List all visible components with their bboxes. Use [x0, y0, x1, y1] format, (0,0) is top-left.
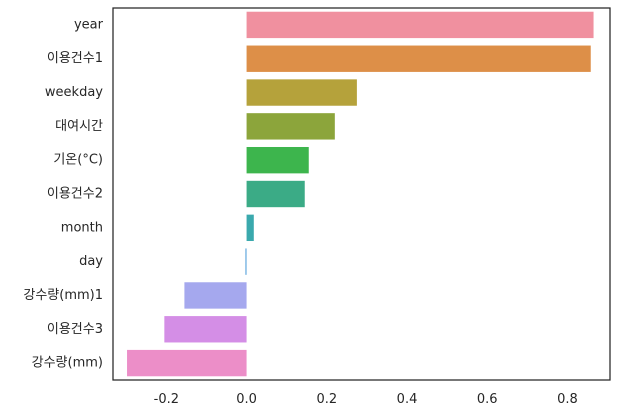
bar	[246, 214, 254, 242]
y-tick-label: 이용건수3	[47, 322, 103, 337]
x-tick-label: 0.8	[557, 392, 578, 407]
y-tick-label: year	[74, 17, 104, 32]
bar	[246, 146, 309, 174]
bar	[164, 316, 247, 343]
x-tick-label: 0.0	[236, 392, 257, 407]
x-tick-label: -0.2	[154, 392, 179, 407]
y-tick-label: 강수량(mm)	[32, 356, 103, 371]
bar	[246, 113, 335, 140]
y-tick-label: weekday	[45, 85, 103, 100]
y-tick-label: 강수량(mm)1	[23, 288, 103, 303]
y-tick-label: month	[61, 220, 103, 235]
x-tick-label: 0.4	[397, 392, 418, 407]
y-tick-label: 기온(°C)	[53, 153, 103, 168]
bar	[246, 180, 305, 208]
x-tick-label: 0.2	[316, 392, 337, 407]
bar	[245, 248, 247, 275]
bar	[184, 282, 247, 309]
x-tick-label: 0.6	[477, 392, 498, 407]
bar	[246, 11, 594, 39]
bar	[127, 349, 247, 377]
x-ticks: -0.2 0.0 0.2 0.4 0.6 0.8	[154, 392, 578, 407]
y-tick-label: day	[79, 254, 103, 269]
bar	[246, 45, 591, 72]
y-tick-label: 이용건수1	[47, 51, 103, 66]
y-tick-label: 대여시간	[55, 119, 103, 134]
bars-group	[127, 11, 594, 377]
y-tick-label: 이용건수2	[47, 187, 103, 202]
bar	[246, 79, 357, 106]
plot-frame	[112, 7, 611, 381]
